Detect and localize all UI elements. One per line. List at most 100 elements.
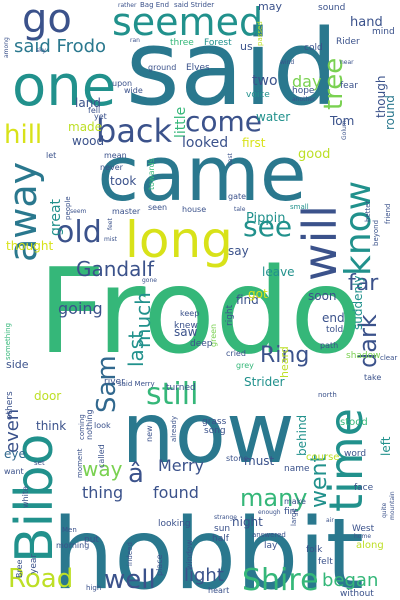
word-take: take xyxy=(364,373,381,382)
word-east: east xyxy=(227,153,234,166)
word-men: Men xyxy=(62,526,77,534)
word-indeed: indeed xyxy=(126,542,134,566)
word-began: began xyxy=(322,570,378,591)
word-sun: sun xyxy=(214,524,230,534)
word-hand: hand xyxy=(350,15,383,30)
word-sam: Sam xyxy=(92,355,122,413)
word-day: day xyxy=(292,72,321,91)
word-tale: tale xyxy=(234,206,246,213)
word-better: better xyxy=(364,200,372,222)
word-bree: Bree xyxy=(15,559,24,578)
word-two: two xyxy=(252,73,278,89)
word-song: song xyxy=(204,426,226,436)
word-time: time xyxy=(319,408,373,512)
word-folk: folk xyxy=(306,545,323,555)
word-said: said xyxy=(126,7,339,129)
word-looking: looking xyxy=(158,519,191,529)
word-yet: yet xyxy=(94,112,107,121)
word-place: place xyxy=(155,554,164,576)
word-near: near xyxy=(340,59,354,66)
word-along: along xyxy=(356,540,384,551)
word-elves: Elves xyxy=(186,63,210,73)
word-quite: quite xyxy=(381,502,388,518)
word-course: course xyxy=(306,452,339,463)
word-feet: feet xyxy=(107,218,114,230)
word-got: got xyxy=(248,287,268,301)
word-grey: grey xyxy=(236,361,254,370)
word-one: one xyxy=(12,54,116,119)
word-hobbit: hobbit xyxy=(52,498,364,600)
word-heard: heard xyxy=(278,346,291,378)
word-turned: turned xyxy=(166,383,196,393)
word-gate: gate xyxy=(228,192,246,201)
word-merry: Merry xyxy=(158,456,204,475)
word-upon: upon xyxy=(112,79,132,88)
word-leave: leave xyxy=(262,265,295,279)
word-said-merry: said Merry xyxy=(118,380,155,388)
word-say: say xyxy=(228,244,249,258)
word-saw: saw xyxy=(174,325,198,339)
word-grass: grass xyxy=(202,417,227,427)
word-think: think xyxy=(36,419,66,433)
word-hill: hill xyxy=(4,120,42,150)
word-pippin: Pippin xyxy=(246,211,286,226)
word-said-strider: said Strider xyxy=(174,1,214,9)
word-white: white xyxy=(21,486,30,508)
word-little: little xyxy=(173,107,189,138)
word-window: window xyxy=(185,539,194,570)
word-frodo: Frodo xyxy=(38,242,363,380)
word-never: never xyxy=(100,163,124,172)
word-mind: mind xyxy=(372,27,395,37)
word-knew: knew xyxy=(174,321,198,331)
word-seemed: seemed xyxy=(112,0,263,44)
word-thought: thought xyxy=(6,239,53,253)
word-right: right xyxy=(225,304,235,326)
word-know: know xyxy=(338,181,379,276)
word-clear: clear xyxy=(380,354,397,362)
word-beyond: beyond xyxy=(372,220,380,246)
word-another: another xyxy=(292,96,316,103)
word-morning: morning xyxy=(56,541,89,550)
word-told: told xyxy=(326,325,343,335)
word-tree: tree xyxy=(319,58,349,110)
word-name: name xyxy=(284,464,310,474)
word-nothing: nothing xyxy=(85,409,94,440)
word-look: look xyxy=(94,421,111,430)
word-land: land xyxy=(75,96,101,110)
word-forest: Forest xyxy=(204,38,232,48)
word-well: well xyxy=(104,565,156,595)
word-took: took xyxy=(110,174,136,188)
word-mountain: mountain xyxy=(389,491,396,520)
word-us: us xyxy=(240,40,253,53)
word-cried: cried xyxy=(226,349,246,358)
word-door: door xyxy=(34,389,61,403)
word-may: may xyxy=(258,0,282,13)
word-three: three xyxy=(170,38,194,48)
word-find: find xyxy=(236,293,259,307)
word-tom: Tom xyxy=(329,114,354,128)
word-ran: ran xyxy=(130,37,140,44)
word-bilbo: Bilbo xyxy=(5,434,65,563)
word-master: master xyxy=(112,207,141,216)
word-large: large xyxy=(290,508,298,526)
word-even: even xyxy=(2,409,23,453)
word-stood: stood xyxy=(340,417,368,428)
word-want: want xyxy=(4,467,24,476)
word-heart: heart xyxy=(208,586,229,595)
word-new: new xyxy=(145,425,154,442)
word-said-frodo: said Frodo xyxy=(14,36,106,57)
word-come: come xyxy=(185,105,262,138)
word-a-circumflex: â xyxy=(128,459,144,489)
word-enough: enough xyxy=(258,509,281,516)
word-already: already xyxy=(170,416,178,442)
word-shire: Shire xyxy=(242,563,319,598)
word-road: Road xyxy=(8,564,73,594)
word-high: high xyxy=(86,584,101,592)
word-half: half xyxy=(212,534,230,544)
word-looked: looked xyxy=(182,135,228,151)
word-house: house xyxy=(182,205,206,214)
word-gandalf: Gandalf xyxy=(76,257,155,281)
word-air: air xyxy=(326,517,334,524)
word-set: set xyxy=(34,459,45,467)
